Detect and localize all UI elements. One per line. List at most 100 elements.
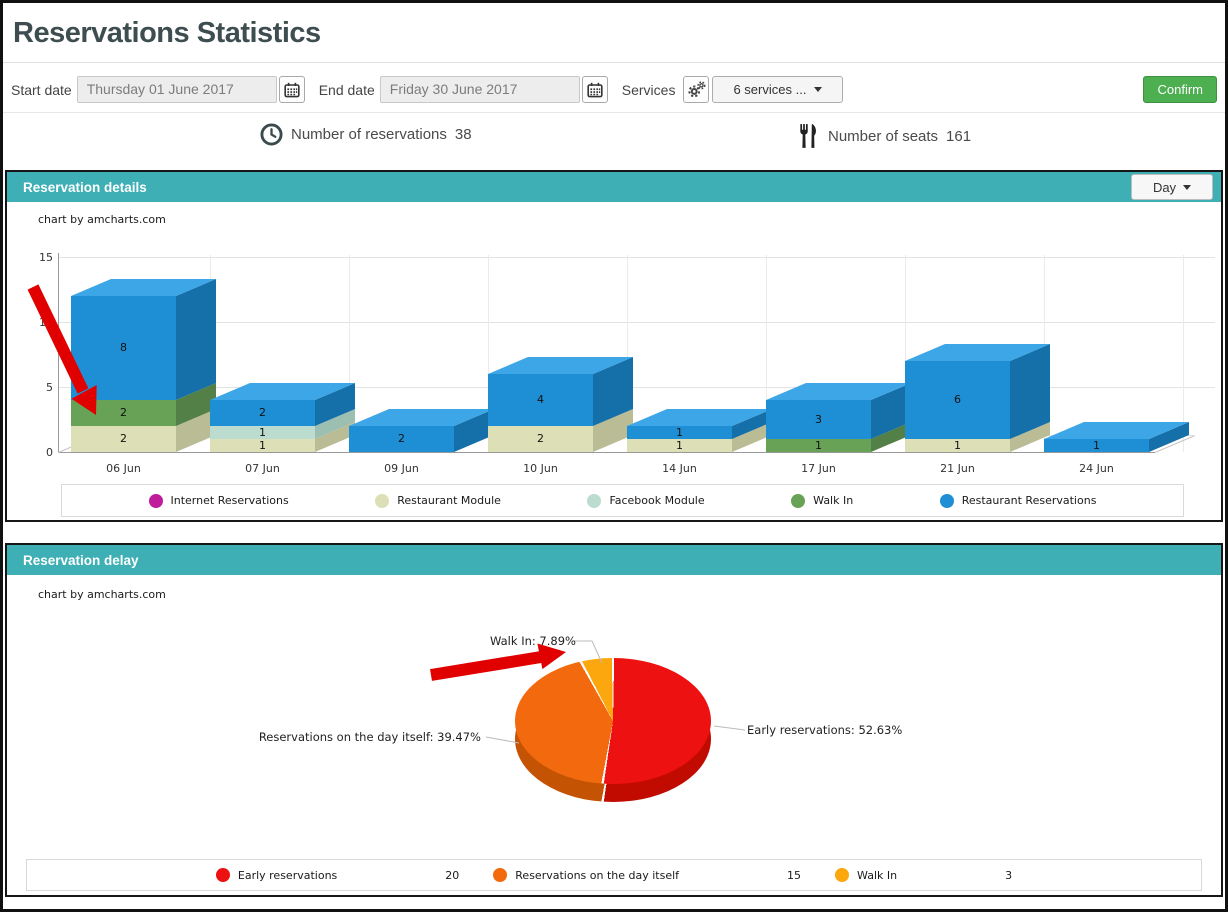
x-axis-category-label: 17 Jun [801, 462, 836, 475]
reservation-details-title: Reservation details [23, 179, 147, 195]
calendar-icon [587, 82, 603, 98]
pie-label-early: Early reservations: 52.63% [747, 723, 903, 737]
legend-value: 15 [787, 868, 802, 882]
end-date-input[interactable]: Friday 30 June 2017 [379, 76, 580, 103]
bar-segment-value: 2 [120, 432, 127, 445]
y-axis-tick: 5 [46, 381, 53, 394]
utensils-icon [798, 123, 820, 149]
legend-bullet-icon [791, 493, 806, 508]
legend-item-internet-reservations[interactable]: Internet Reservations [148, 493, 289, 508]
amcharts-watermark[interactable]: chart by amcharts.com [29, 586, 175, 603]
seats-stat-value: 161 [946, 127, 972, 145]
legend-bullet-icon [939, 493, 954, 508]
bar-segment-value: 3 [815, 412, 822, 426]
start-date-input[interactable]: Thursday 01 June 2017 [76, 76, 277, 103]
bar-segment-side [176, 278, 216, 400]
filter-bar: Start date Thursday 01 June 2017 End dat… [11, 76, 1217, 103]
reservation-delay-title: Reservation delay [23, 552, 139, 568]
bar-segment-restaurant-reservations-24-Jun[interactable] [1044, 439, 1149, 452]
x-axis-category-label: 09 Jun [384, 462, 419, 475]
bar-segment-restaurant-module-21-Jun[interactable] [905, 439, 1010, 452]
x-axis-category-label: 10 Jun [523, 462, 558, 475]
seats-stat: Number of seats 161 [798, 123, 971, 149]
bar-segment-restaurant-reservations-10-Jun[interactable] [488, 374, 593, 426]
bar-segment-restaurant-reservations-17-Jun[interactable] [766, 400, 871, 439]
pie-label-day-itself: Reservations on the day itself: 39.47% [258, 730, 481, 744]
legend-item-walk-in[interactable]: Walk In [791, 493, 854, 508]
pie[interactable] [515, 658, 711, 784]
end-date-calendar-button[interactable] [581, 76, 608, 103]
bar-segment-value: 1 [954, 438, 961, 452]
bar-segment-value: 2 [120, 406, 127, 419]
bar-segment-restaurant-reservations-09-Jun[interactable] [349, 426, 454, 452]
services-dropdown-value: 6 services ... [733, 82, 807, 97]
reservation-details-header: Reservation details Day [7, 172, 1221, 202]
amcharts-watermark[interactable]: chart by amcharts.com [29, 211, 175, 228]
legend-bullet-icon [148, 493, 163, 508]
start-date-calendar-button[interactable] [278, 76, 305, 103]
bar-segment-value: 1 [676, 425, 683, 439]
bar-segment-restaurant-module-14-Jun[interactable] [627, 439, 732, 452]
legend-value: 20 [445, 868, 460, 882]
bar-segment-restaurant-module-07-Jun[interactable] [210, 439, 315, 452]
legend-item-restaurant-reservations[interactable]: Restaurant Reservations [939, 493, 1096, 508]
reservation-delay-pie-chart: Walk In: 7.89% Reservations on the day it… [7, 575, 1223, 857]
bar-segment-restaurant-module-10-Jun[interactable] [488, 426, 593, 452]
reservations-stat-label: Number of reservations [291, 126, 447, 143]
reservation-delay-panel: Reservation delay chart by amcharts.com … [5, 543, 1223, 897]
legend-label: Walk In [857, 868, 898, 882]
legend-item-early-reservations[interactable]: Early reservations 20 [215, 868, 460, 882]
legend-item-facebook-module[interactable]: Facebook Module [587, 493, 705, 508]
bar-segment-value: 1 [1093, 438, 1100, 452]
x-axis-category-label: 06 Jun [106, 462, 141, 475]
legend-label: Internet Reservations [170, 494, 289, 507]
legend-bullet-icon [493, 868, 508, 882]
legend-label: Facebook Module [609, 494, 705, 507]
caret-down-icon [1183, 184, 1192, 190]
bar-segment-walk-in-17-Jun[interactable] [766, 439, 871, 452]
y-axis-tick: 10 [39, 316, 53, 329]
page-title: Reservations Statistics [13, 17, 321, 49]
x-axis-category-label: 14 Jun [662, 462, 697, 475]
services-dropdown[interactable]: 6 services ... [712, 76, 844, 103]
services-settings-button[interactable] [683, 76, 710, 103]
reservations-bar-chart: 0 5 10 15 2 2 8 06 Jun 1 1 2 07 Jun 2 09 Jun 2 4 10 Jun 1… [7, 237, 1223, 485]
bar-segment-value: 1 [259, 438, 266, 452]
end-date-label: End date [318, 81, 375, 98]
bar-segment-restaurant-reservations-21-Jun[interactable] [905, 361, 1010, 439]
legend-item-walk-in[interactable]: Walk In 3 [835, 868, 1012, 882]
legend-label: Early reservations [237, 868, 338, 882]
bar-segment-value: 4 [537, 393, 544, 406]
legend-bullet-icon [375, 493, 390, 508]
reservation-details-panel: Reservation details Day chart by amchart… [5, 170, 1223, 522]
clock-icon [260, 123, 283, 146]
bar-segment-value: 2 [398, 432, 405, 445]
day-dropdown-value: Day [1152, 179, 1177, 195]
reservations-stat: Number of reservations 38 [260, 123, 472, 146]
gears-icon [687, 80, 706, 99]
bar-segment-value: 2 [537, 432, 544, 445]
seats-stat-label: Number of seats [828, 127, 939, 145]
reservations-stat-value: 38 [454, 126, 472, 143]
confirm-button[interactable]: Confirm [1143, 76, 1217, 103]
bar-segment-value: 6 [954, 393, 961, 406]
bar-segment-value: 8 [120, 341, 127, 354]
bar-segment-restaurant-reservations-06-Jun[interactable] [71, 296, 176, 400]
legend-item-restaurant-module[interactable]: Restaurant Module [375, 493, 501, 508]
legend-bullet-icon [215, 868, 230, 882]
x-axis-category-label: 24 Jun [1079, 462, 1114, 475]
services-label: Services [621, 81, 676, 98]
legend-label: Walk In [813, 494, 854, 507]
title-separator [3, 62, 1225, 63]
bar-segment-restaurant-reservations-07-Jun[interactable] [210, 400, 315, 426]
stats-row: Number of reservations 38 Number of seat… [3, 113, 1225, 163]
day-dropdown[interactable]: Day [1131, 174, 1213, 200]
legend-item-reservations-on-the-day-itself[interactable]: Reservations on the day itself 15 [493, 868, 801, 882]
bar-segment-value: 1 [815, 438, 822, 452]
legend-label: Reservations on the day itself [515, 868, 680, 882]
filter-separator [3, 112, 1225, 113]
legend-label: Restaurant Module [397, 494, 501, 507]
calendar-icon [284, 82, 300, 98]
y-axis-tick: 0 [46, 446, 53, 459]
legend-value: 3 [1005, 868, 1013, 882]
